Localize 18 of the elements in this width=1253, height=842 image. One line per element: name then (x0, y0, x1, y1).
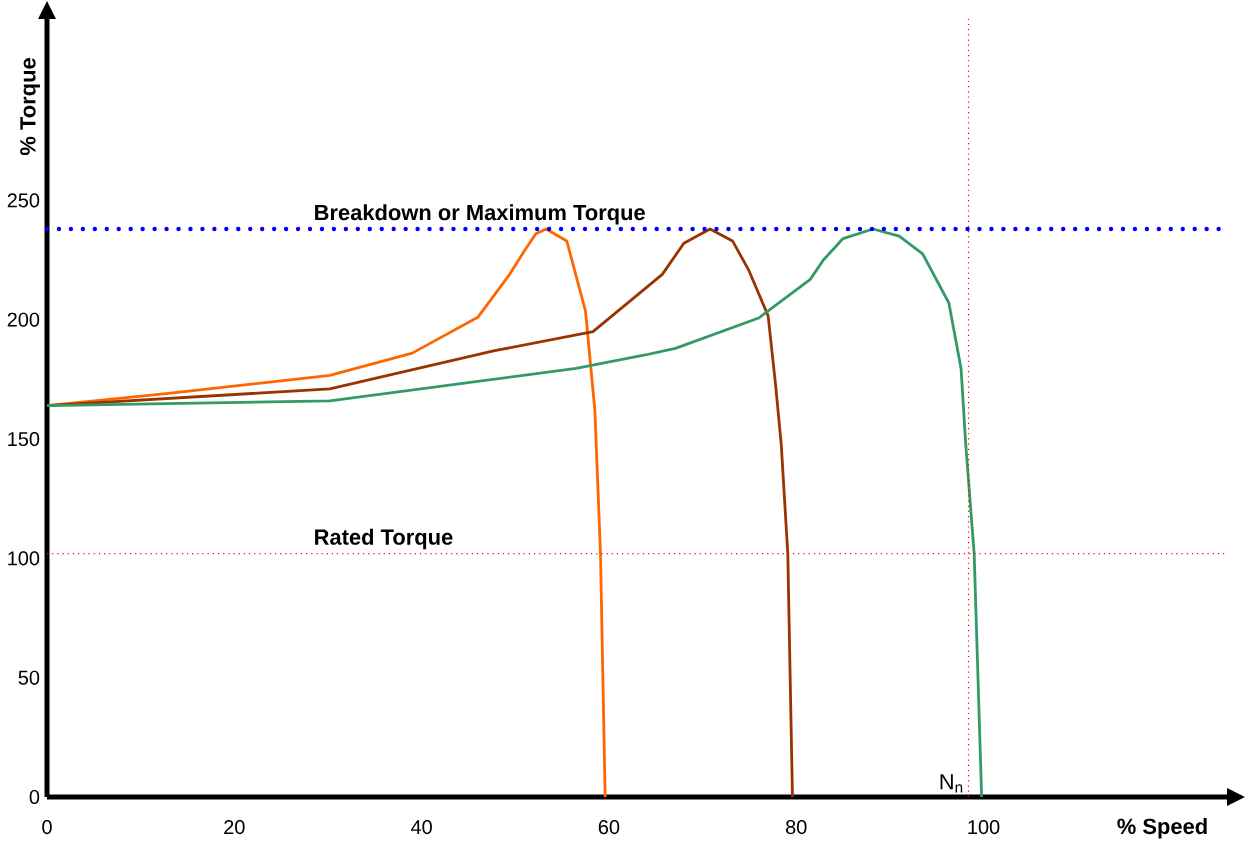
line-series (45, 227, 984, 799)
y-tick-label: 100 (8, 551, 40, 566)
x-tick-label: 80 (786, 820, 807, 835)
y-tick-label: 50 (18, 670, 40, 685)
y-tick-label: 250 (7, 193, 40, 208)
x-tick-label: 60 (598, 820, 620, 835)
y-axis-title: % Torque (20, 58, 40, 156)
ref-line-label: Rated Torque (315, 528, 453, 550)
y-tick-label: 200 (7, 312, 40, 327)
y-tick-label: 150 (8, 431, 40, 447)
x-axis-title: % Speed (1117, 818, 1207, 839)
x-tick-label: 20 (224, 820, 245, 835)
ref-line-label: N$_{n}$ (940, 774, 963, 793)
y-tick-label: 0 (29, 789, 40, 805)
x-tick-label: 40 (410, 820, 432, 835)
ref-line-label: Breakdown or Maximum Torque (315, 204, 645, 225)
x-tick-label: 100 (968, 820, 1000, 835)
x-tick-label: 0 (42, 820, 52, 835)
